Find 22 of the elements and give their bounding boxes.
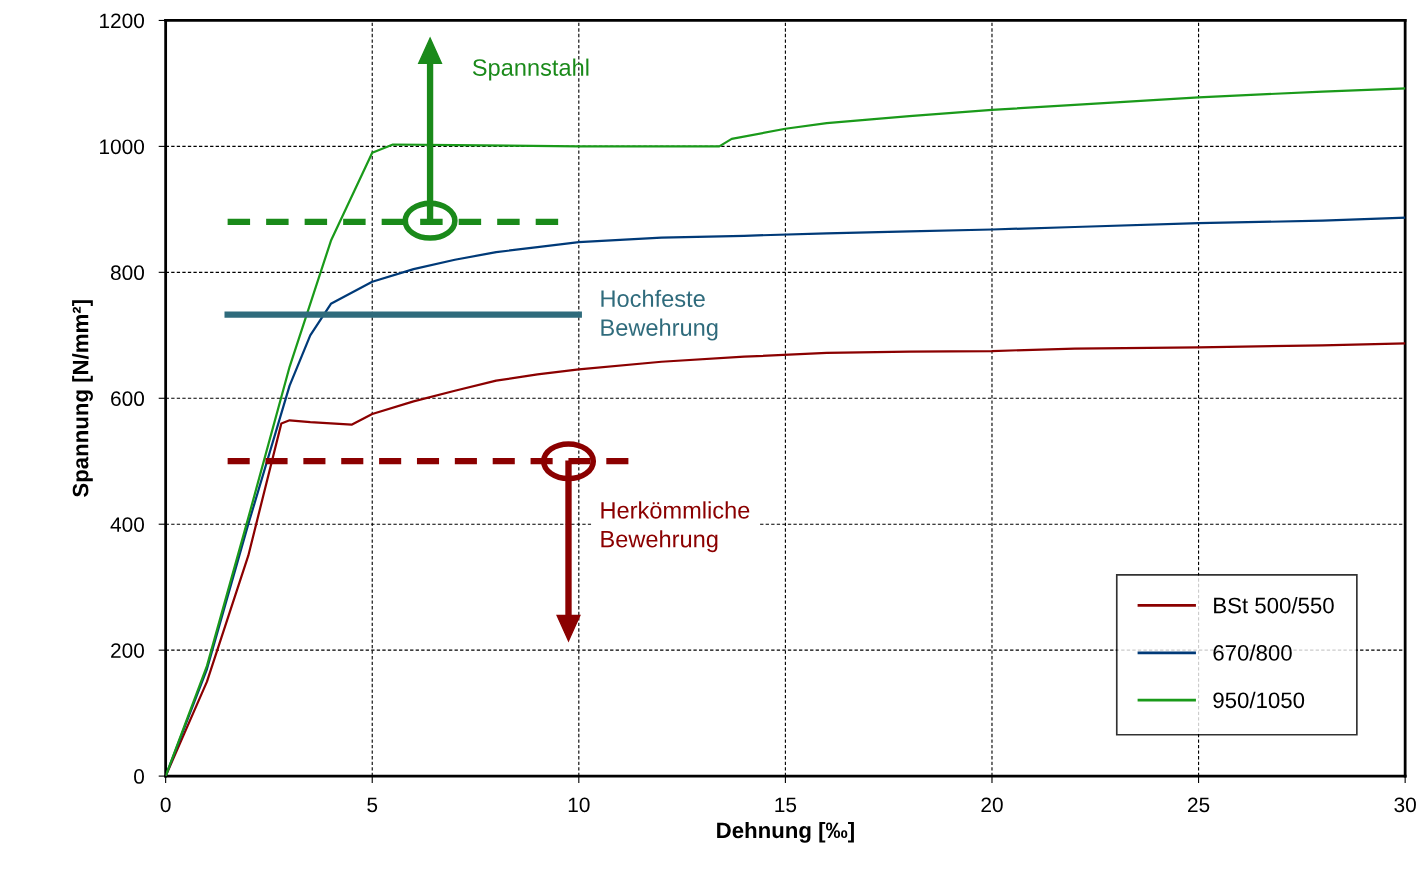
y-tick-label: 0 <box>134 769 144 784</box>
legend-label: BSt 500/550 <box>1214 597 1334 614</box>
y-tick-label: 1000 <box>100 139 144 155</box>
x-tick-label: 5 <box>367 797 378 813</box>
x-tick-label: 10 <box>568 797 590 813</box>
annotation: Herkömmliche Bewehrung <box>601 501 750 553</box>
legend-label: 950/1050 <box>1213 691 1305 709</box>
y-axis-title: Spannung [N/mm²] <box>72 300 93 497</box>
y-tick-label: 400 <box>110 517 144 532</box>
x-tick-label: 30 <box>1394 797 1416 813</box>
annotation: Spannstahl <box>472 58 589 81</box>
y-tick-label: 600 <box>111 391 144 407</box>
annotation: Hochfeste Bewehrung <box>601 289 718 341</box>
x-axis-title: Dehnung [‰] <box>717 821 854 843</box>
y-tick-label: 1200 <box>100 13 144 29</box>
y-tick-label: 800 <box>110 265 144 281</box>
legend-label: 670/800 <box>1213 644 1292 661</box>
x-tick-label: 0 <box>160 797 171 813</box>
y-tick-label: 200 <box>111 643 144 658</box>
x-tick-label: 25 <box>1188 797 1210 813</box>
x-tick-label: 15 <box>775 797 797 813</box>
x-tick-label: 20 <box>981 797 1003 813</box>
